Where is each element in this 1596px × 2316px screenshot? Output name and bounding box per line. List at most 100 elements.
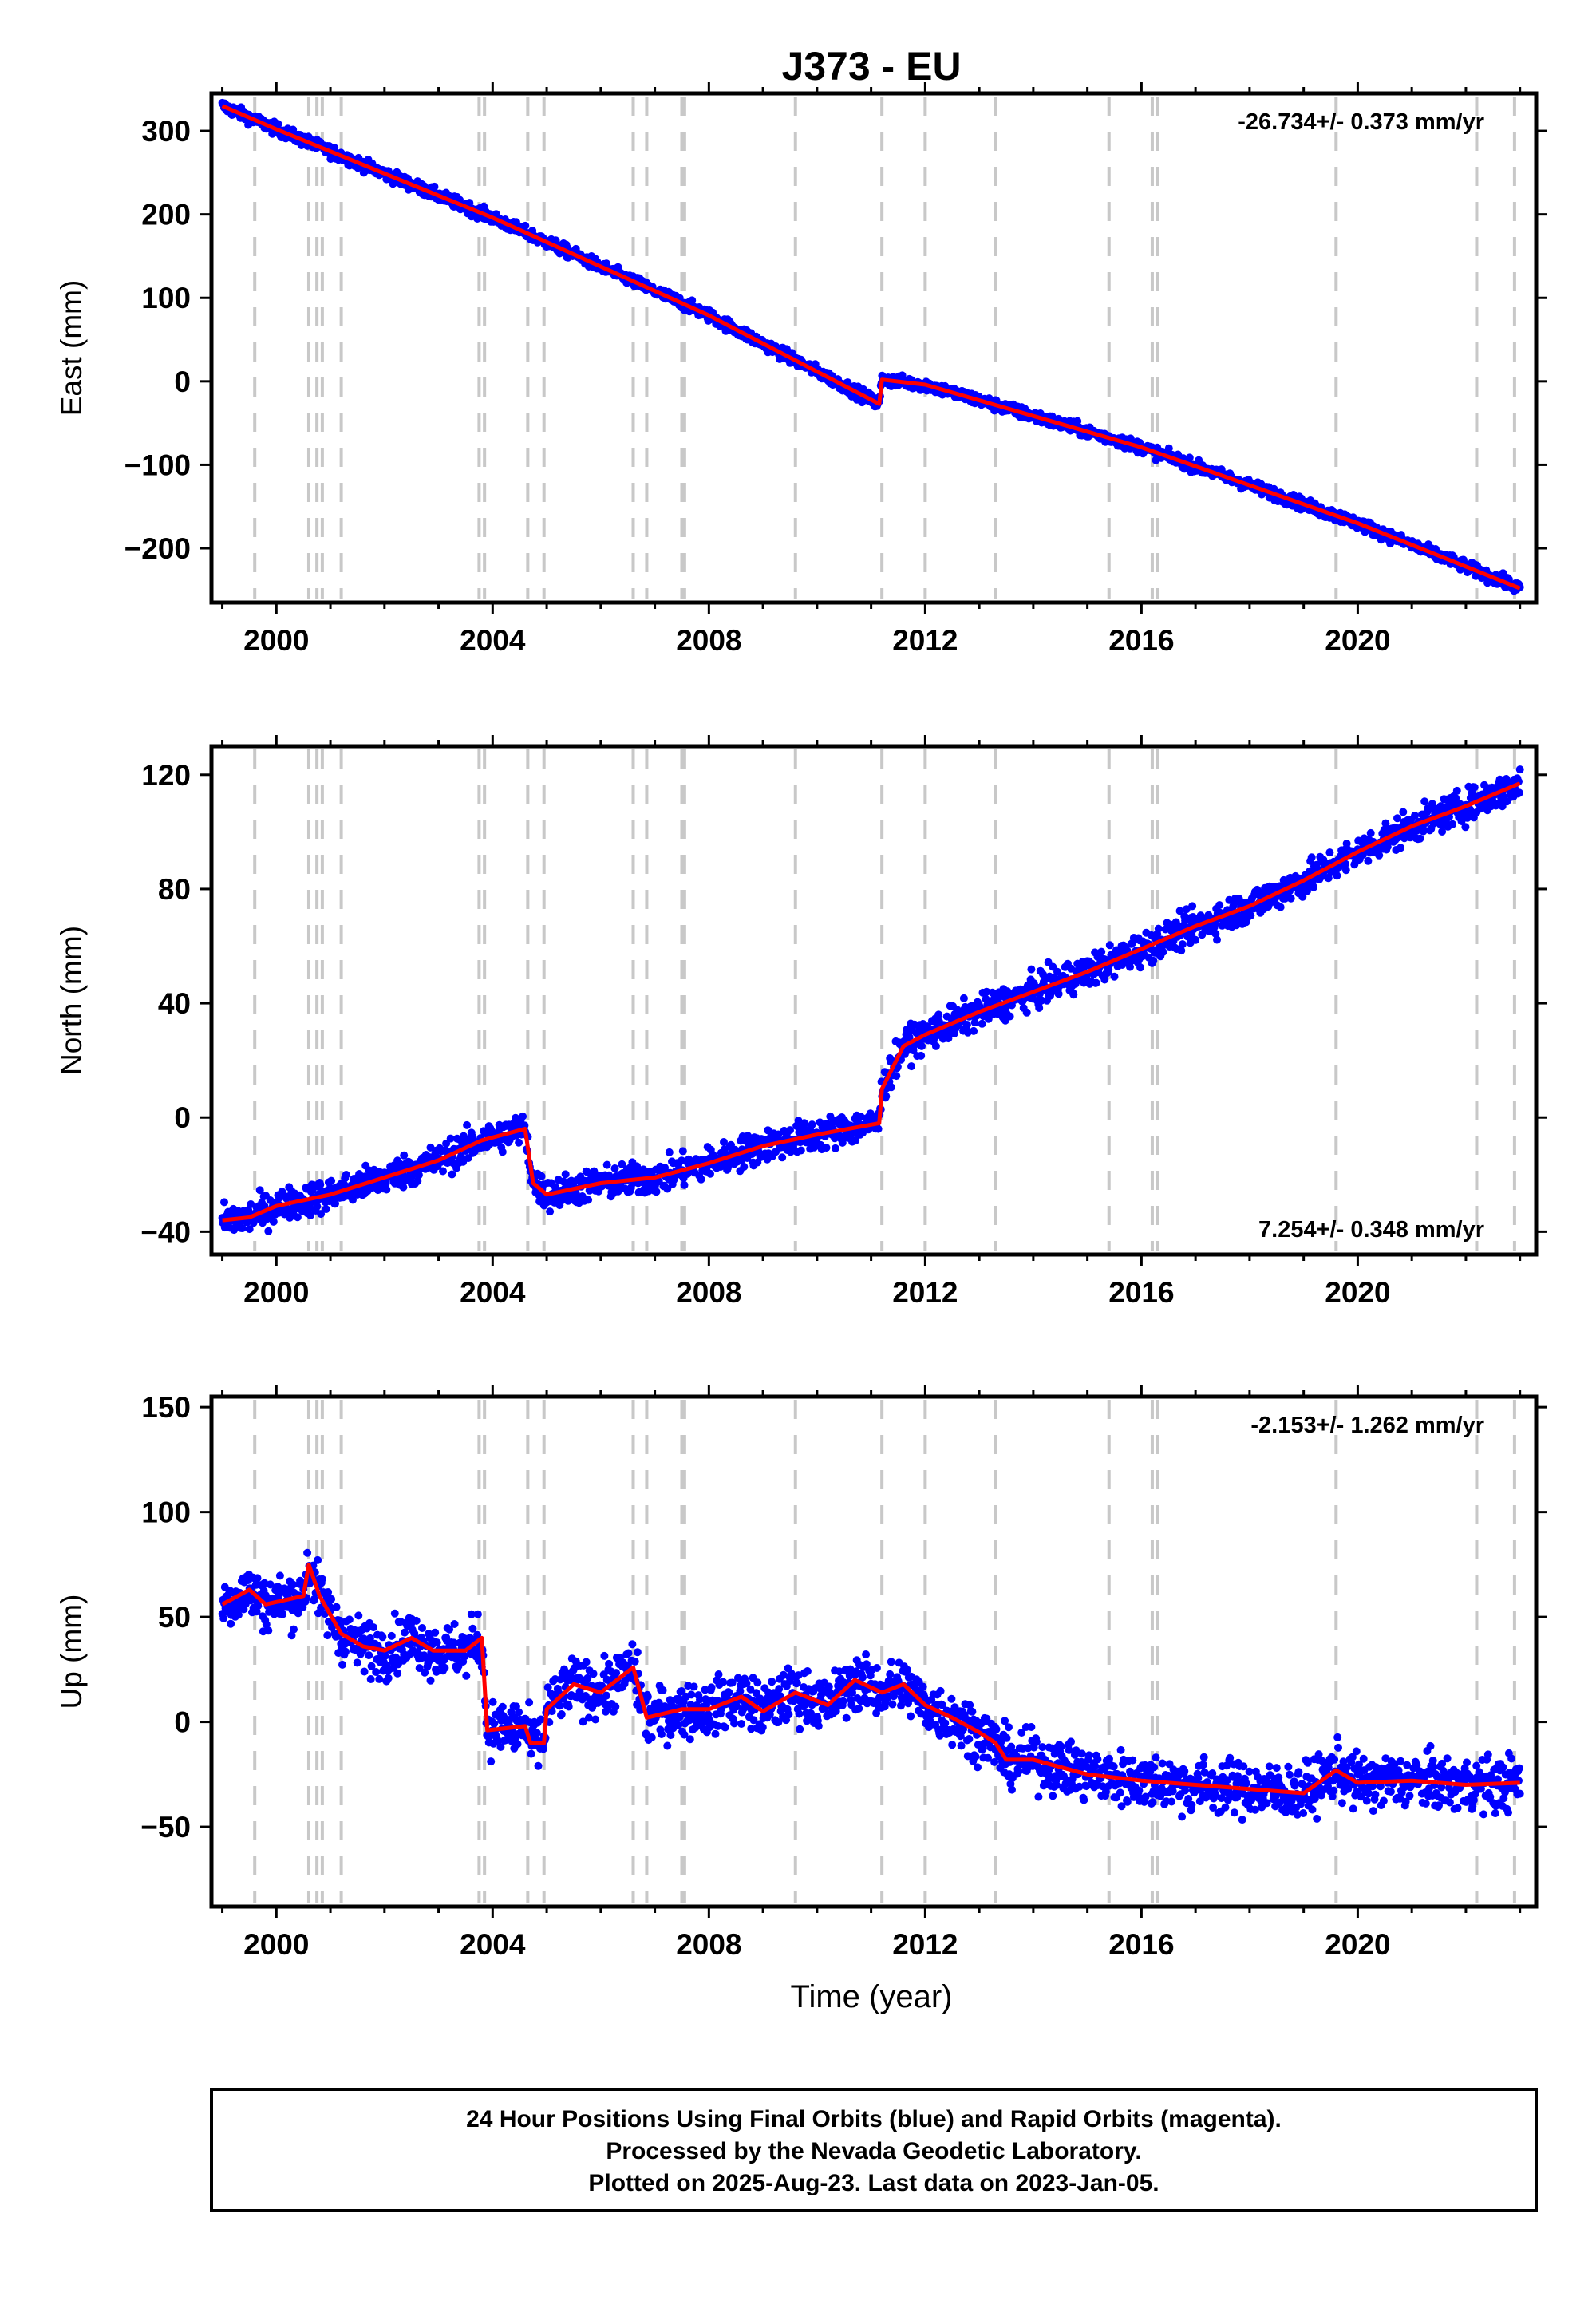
observation-point bbox=[590, 1167, 598, 1176]
observation-point bbox=[697, 1175, 705, 1184]
model-line bbox=[222, 781, 1521, 1223]
chart-title: J373 - EU bbox=[781, 44, 961, 89]
observation-point bbox=[1420, 797, 1429, 806]
observation-point bbox=[1325, 848, 1334, 857]
observation-point bbox=[384, 1674, 393, 1682]
observation-point bbox=[1213, 935, 1221, 944]
observation-point bbox=[306, 1211, 315, 1219]
observation-point bbox=[618, 1160, 626, 1168]
observation-point bbox=[460, 1652, 469, 1661]
observation-point bbox=[1175, 907, 1184, 915]
x-tick-label: 2000 bbox=[243, 1276, 309, 1309]
observation-point bbox=[317, 1210, 326, 1219]
observation-point bbox=[1005, 1012, 1014, 1021]
observation-point bbox=[1053, 967, 1061, 976]
observation-point bbox=[630, 1657, 639, 1666]
x-tick-label: 2020 bbox=[1325, 624, 1390, 657]
observation-point bbox=[313, 1202, 322, 1211]
observation-point bbox=[287, 1631, 296, 1640]
observation-point bbox=[680, 1730, 689, 1739]
observation-point bbox=[1276, 903, 1285, 911]
observation-point bbox=[400, 1151, 409, 1160]
observation-point bbox=[293, 1213, 302, 1222]
y-tick-label: 80 bbox=[158, 873, 191, 906]
observation-point bbox=[1126, 962, 1134, 971]
observation-point bbox=[882, 1092, 891, 1101]
y-tick-label: 200 bbox=[141, 199, 191, 231]
observation-point bbox=[220, 1198, 228, 1207]
observation-point bbox=[1136, 963, 1144, 972]
observation-point bbox=[982, 987, 991, 996]
x-tick-label: 2000 bbox=[243, 624, 309, 657]
observation-point bbox=[711, 1729, 720, 1738]
observation-point bbox=[887, 1083, 895, 1092]
observation-point bbox=[536, 1715, 545, 1724]
observation-point bbox=[1399, 808, 1408, 816]
observation-point bbox=[1159, 947, 1167, 956]
observation-point bbox=[591, 1715, 600, 1724]
y-tick-label: 100 bbox=[141, 282, 191, 314]
observation-point bbox=[264, 1227, 273, 1235]
observation-point bbox=[462, 1671, 471, 1680]
observation-point bbox=[418, 1624, 426, 1632]
observation-point bbox=[688, 296, 697, 305]
observation-point bbox=[907, 1062, 915, 1071]
observation-point bbox=[674, 1721, 683, 1729]
observation-point bbox=[322, 1205, 330, 1214]
observation-point bbox=[247, 1200, 255, 1208]
observation-point bbox=[331, 1199, 339, 1208]
x-tick-label: 2004 bbox=[460, 1276, 526, 1309]
observation-point bbox=[1375, 851, 1384, 860]
observation-point bbox=[1396, 844, 1405, 852]
observation-point bbox=[473, 1610, 482, 1618]
observation-point bbox=[1097, 947, 1106, 956]
observation-point bbox=[600, 1651, 609, 1660]
observation-point bbox=[323, 1631, 332, 1640]
observation-point bbox=[468, 1624, 477, 1633]
x-tick-label: 2016 bbox=[1108, 1276, 1174, 1309]
observation-point bbox=[611, 1702, 620, 1711]
observation-point bbox=[1105, 941, 1114, 950]
observation-point bbox=[602, 1691, 610, 1700]
observation-point bbox=[494, 1737, 503, 1745]
observation-point bbox=[714, 1670, 723, 1678]
observation-point bbox=[413, 1177, 422, 1185]
observation-point bbox=[624, 1649, 633, 1658]
observation-point bbox=[831, 1144, 839, 1152]
observation-point bbox=[534, 1761, 543, 1770]
rate-annotation: -26.734+/- 0.373 mm/yr bbox=[1238, 109, 1484, 135]
observation-point bbox=[740, 1163, 749, 1171]
observation-point bbox=[579, 1717, 587, 1726]
observation-point bbox=[515, 1138, 523, 1147]
observation-point bbox=[978, 1019, 986, 1028]
x-tick-label: 2004 bbox=[460, 624, 526, 657]
observation-point bbox=[354, 1611, 363, 1620]
observation-point bbox=[970, 1018, 979, 1027]
observation-point bbox=[680, 1180, 689, 1189]
observation-point bbox=[934, 1010, 943, 1019]
observation-point bbox=[327, 1595, 336, 1603]
x-tick-label: 2020 bbox=[1325, 1276, 1390, 1309]
observation-point bbox=[1246, 911, 1255, 920]
observation-point bbox=[1211, 919, 1219, 928]
observation-point bbox=[1420, 826, 1428, 834]
observation-point bbox=[561, 1170, 570, 1179]
observation-point bbox=[378, 1633, 387, 1642]
observation-point bbox=[663, 1741, 672, 1750]
observation-point bbox=[931, 1041, 940, 1050]
observation-point bbox=[440, 1663, 449, 1672]
x-tick-label: 2012 bbox=[892, 1276, 958, 1309]
observation-point bbox=[1448, 820, 1457, 828]
observation-point bbox=[547, 1707, 556, 1716]
observation-point bbox=[1215, 901, 1224, 910]
observation-point bbox=[796, 1146, 805, 1155]
observation-point bbox=[498, 1702, 507, 1711]
observation-point bbox=[583, 1674, 592, 1682]
observation-point bbox=[487, 1757, 496, 1766]
observation-point bbox=[774, 1130, 783, 1139]
observation-point bbox=[532, 1729, 541, 1737]
observation-point bbox=[643, 1693, 652, 1701]
observation-point bbox=[1230, 900, 1238, 909]
